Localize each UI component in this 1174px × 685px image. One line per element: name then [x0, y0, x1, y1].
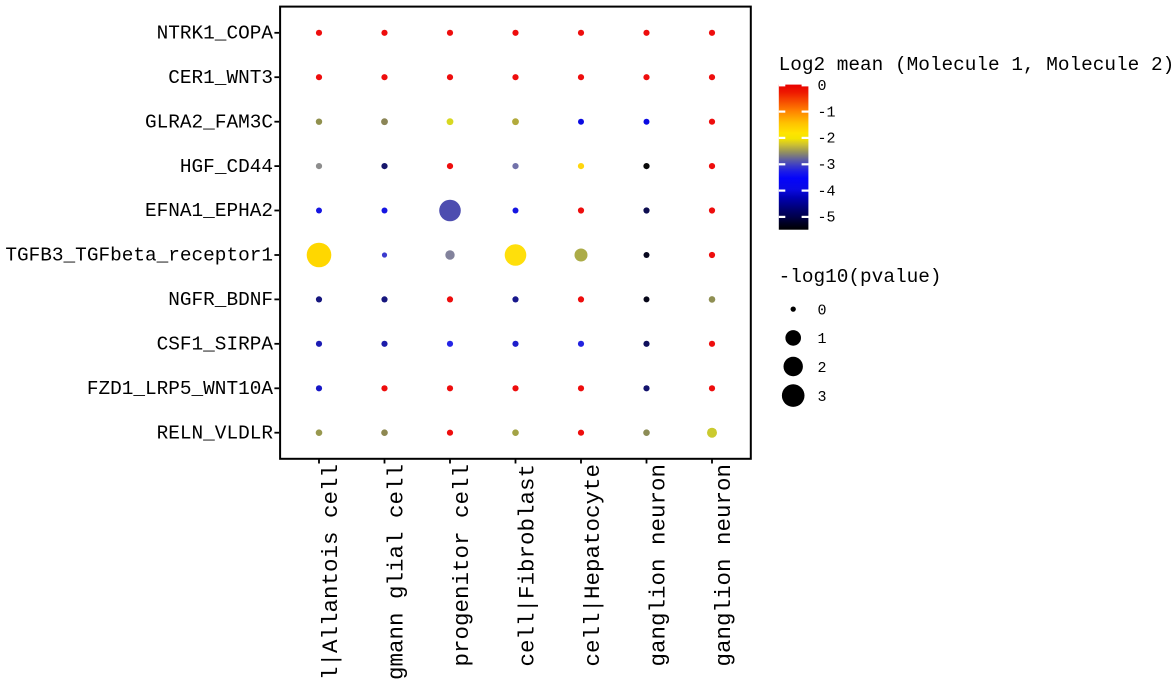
svg-text:1: 1 — [818, 331, 827, 348]
svg-text:l|Allantois cell: l|Allantois cell — [318, 464, 344, 680]
svg-text:0: 0 — [818, 78, 827, 95]
svg-text:EFNA1_EPHA2: EFNA1_EPHA2 — [145, 200, 273, 222]
svg-text:2: 2 — [818, 360, 827, 377]
svg-text:3: 3 — [818, 389, 827, 406]
svg-text:NGFR_BDNF: NGFR_BDNF — [168, 289, 273, 311]
svg-text:-log10(pvalue): -log10(pvalue) — [779, 266, 942, 288]
svg-text:CER1_WNT3: CER1_WNT3 — [168, 67, 273, 89]
svg-text:GLRA2_FAM3C: GLRA2_FAM3C — [145, 111, 273, 133]
svg-text:-3: -3 — [818, 157, 836, 174]
svg-text:-4: -4 — [818, 183, 836, 200]
svg-text:-2: -2 — [818, 131, 836, 148]
svg-text:-1: -1 — [818, 104, 836, 121]
svg-text:gmann glial cell: gmann glial cell — [383, 464, 409, 680]
svg-text:cell|Hepatocyte: cell|Hepatocyte — [580, 464, 606, 667]
svg-text:cell|Fibroblast: cell|Fibroblast — [514, 464, 540, 667]
svg-text:CSF1_SIRPA: CSF1_SIRPA — [157, 334, 274, 356]
svg-text:ganglion neuron: ganglion neuron — [645, 464, 671, 667]
svg-text:ganglion neuron: ganglion neuron — [711, 464, 737, 667]
svg-text:-5: -5 — [818, 210, 836, 227]
svg-text:0: 0 — [818, 302, 827, 319]
svg-text:HGF_CD44: HGF_CD44 — [180, 156, 273, 178]
svg-text:RELN_VLDLR: RELN_VLDLR — [157, 422, 274, 444]
svg-text:TGFB3_TGFbeta_receptor1: TGFB3_TGFbeta_receptor1 — [5, 245, 273, 267]
svg-text:FZD1_LRP5_WNT10A: FZD1_LRP5_WNT10A — [87, 378, 274, 400]
svg-text:NTRK1_COPA: NTRK1_COPA — [157, 23, 274, 45]
svg-text:progenitor cell: progenitor cell — [449, 464, 475, 667]
svg-text:Log2 mean (Molecule 1, Molecul: Log2 mean (Molecule 1, Molecule 2) — [779, 54, 1174, 76]
